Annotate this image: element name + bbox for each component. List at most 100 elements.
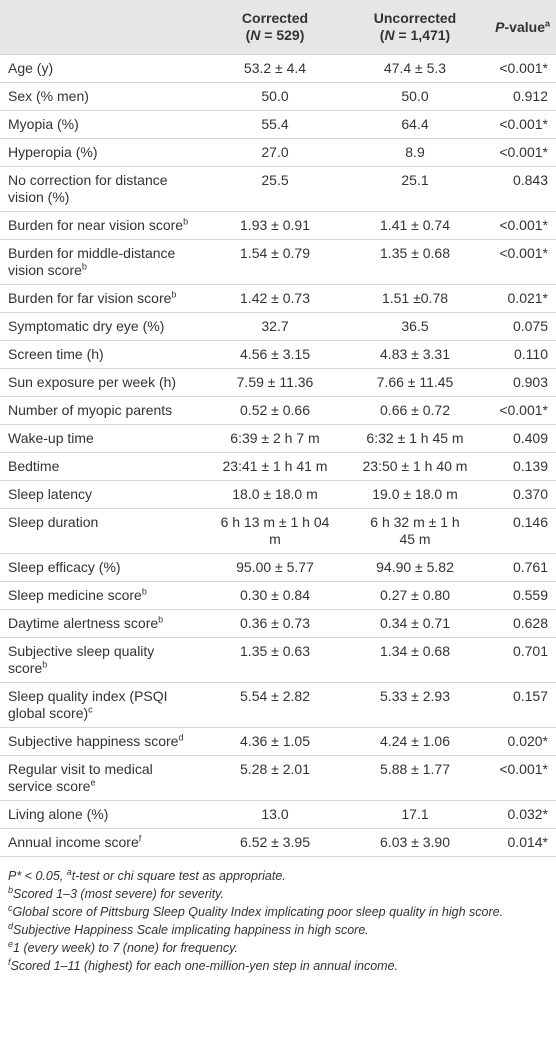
cell: 0.30 ± 0.84 [200, 581, 350, 610]
row-label: Sex (% men) [0, 82, 200, 111]
cell: 18.0 ± 18.0 m [200, 480, 350, 509]
footnote: dSubjective Happiness Scale implicating … [8, 921, 548, 939]
cell: 7.59 ± 11.36 [200, 368, 350, 397]
cell: 0.139 [480, 452, 556, 481]
row-label: Age (y) [0, 54, 200, 83]
label-text: Screen time (h) [8, 346, 104, 362]
row-label: Subjective happiness scored [0, 727, 200, 756]
cell: 0.409 [480, 424, 556, 453]
cell: 1.41 ± 0.74 [350, 211, 480, 240]
table-row: Subjective sleep quality scoreb 1.35 ± 0.… [0, 637, 556, 683]
superscript: b [8, 884, 14, 895]
cell: 23:41 ± 1 h 41 m [200, 452, 350, 481]
row-label: Regular visit to medical service scoree [0, 755, 200, 801]
row-label: Hyperopia (%) [0, 138, 200, 167]
header-italic: N [384, 27, 395, 43]
cell: 0.559 [480, 581, 556, 610]
cell: 1.34 ± 0.68 [350, 637, 480, 683]
table-row: Burden for middle-distance vision scoreb… [0, 239, 556, 285]
cell: 53.2 ± 4.4 [200, 54, 350, 83]
cell: 1.51 ±0.78 [350, 284, 480, 313]
superscript: c [8, 902, 13, 913]
row-label: Living alone (%) [0, 800, 200, 829]
cell: 7.66 ± 11.45 [350, 368, 480, 397]
table-row: Regular visit to medical service scoree 5… [0, 755, 556, 801]
cell: <0.001* [480, 54, 556, 83]
cell: 6 h 32 m ± 1 h 45 m [350, 508, 480, 554]
header-text: ( [379, 27, 385, 43]
superscript: e [8, 938, 14, 949]
cell: 6.03 ± 3.90 [350, 828, 480, 857]
cell: 4.83 ± 3.31 [350, 340, 480, 369]
row-label: Daytime alertness scoreb [0, 609, 200, 638]
header-cell: Uncorrected (N = 1,471) [350, 0, 480, 55]
cell: 95.00 ± 5.77 [200, 553, 350, 582]
cell: 0.110 [480, 340, 556, 369]
row-label: Number of myopic parents [0, 396, 200, 425]
row-label: Bedtime [0, 452, 200, 481]
cell: 0.628 [480, 609, 556, 638]
table-row: Burden for near vision scoreb 1.93 ± 0.91… [0, 211, 556, 240]
cell: 0.34 ± 0.71 [350, 609, 480, 638]
label-text: Regular visit to medical service score [8, 761, 153, 794]
header-cell: Corrected (N = 529) [200, 0, 350, 55]
cell: 50.0 [350, 82, 480, 111]
superscript: b [141, 586, 147, 597]
cell: <0.001* [480, 211, 556, 240]
cell: 8.9 [350, 138, 480, 167]
table-body: Age (y) 53.2 ± 4.4 47.4 ± 5.3 <0.001* Sex (%… [0, 54, 556, 857]
table-row: Annual income scoref 6.52 ± 3.95 6.03 ± 3.… [0, 828, 556, 857]
cell: 36.5 [350, 312, 480, 341]
footnote-text: Scored 1–11 (highest) for each one-milli… [10, 959, 399, 973]
footnote-text: P* < 0.05, [8, 869, 67, 883]
cell: 0.020* [480, 727, 556, 756]
row-label: Burden for near vision scoreb [0, 211, 200, 240]
row-label: Sleep quality index (PSQI global score)c [0, 682, 200, 728]
cell: 5.33 ± 2.93 [350, 682, 480, 728]
label-text: Myopia (%) [8, 116, 79, 132]
cell: 0.014* [480, 828, 556, 857]
superscript: b [183, 216, 189, 227]
label-text: No correction for distance vision (%) [8, 172, 168, 205]
table-row: Burden for far vision scoreb 1.42 ± 0.73 1… [0, 284, 556, 313]
row-label: Wake-up time [0, 424, 200, 453]
header-text: -value [504, 18, 545, 35]
row-label: No correction for distance vision (%) [0, 166, 200, 212]
superscript: a [66, 866, 72, 877]
superscript: b [171, 289, 177, 300]
header-italic: P [495, 18, 505, 35]
label-text: Sleep quality index (PSQI global score) [8, 688, 168, 721]
label-text: Bedtime [8, 458, 60, 474]
superscript: b [81, 261, 87, 272]
table-row: Sleep medicine scoreb 0.30 ± 0.84 0.27 ± 0… [0, 581, 556, 610]
cell: 1.93 ± 0.91 [200, 211, 350, 240]
data-table: Corrected (N = 529) Uncorrected (N = 1,471)… [0, 0, 556, 857]
superscript: a [544, 17, 550, 28]
footnote: fScored 1–11 (highest) for each one-mill… [8, 957, 548, 975]
cell: 19.0 ± 18.0 m [350, 480, 480, 509]
label-text: Subjective sleep quality score [8, 643, 155, 676]
label-text: Wake-up time [8, 430, 94, 446]
cell: 0.701 [480, 637, 556, 683]
header-cell [0, 0, 200, 55]
superscript: c [88, 704, 93, 715]
label-text: Sun exposure per week (h) [8, 374, 177, 390]
table-row: Age (y) 53.2 ± 4.4 47.4 ± 5.3 <0.001* [0, 54, 556, 83]
cell: 6:32 ± 1 h 45 m [350, 424, 480, 453]
header-text: = 1,471) [394, 27, 451, 43]
cell: 1.35 ± 0.63 [200, 637, 350, 683]
header-text: = 529) [260, 27, 305, 43]
footnote: e1 (every week) to 7 (none) for frequenc… [8, 939, 548, 957]
cell: 13.0 [200, 800, 350, 829]
cell: 0.843 [480, 166, 556, 212]
table-row: Daytime alertness scoreb 0.36 ± 0.73 0.34 … [0, 609, 556, 638]
cell: 4.56 ± 3.15 [200, 340, 350, 369]
label-text: Living alone (%) [8, 806, 109, 822]
header-text: Corrected [241, 10, 309, 26]
cell: 5.54 ± 2.82 [200, 682, 350, 728]
label-text: Sex (% men) [8, 88, 89, 104]
cell: 0.36 ± 0.73 [200, 609, 350, 638]
table-row: Sun exposure per week (h) 7.59 ± 11.36 7.6… [0, 368, 556, 397]
